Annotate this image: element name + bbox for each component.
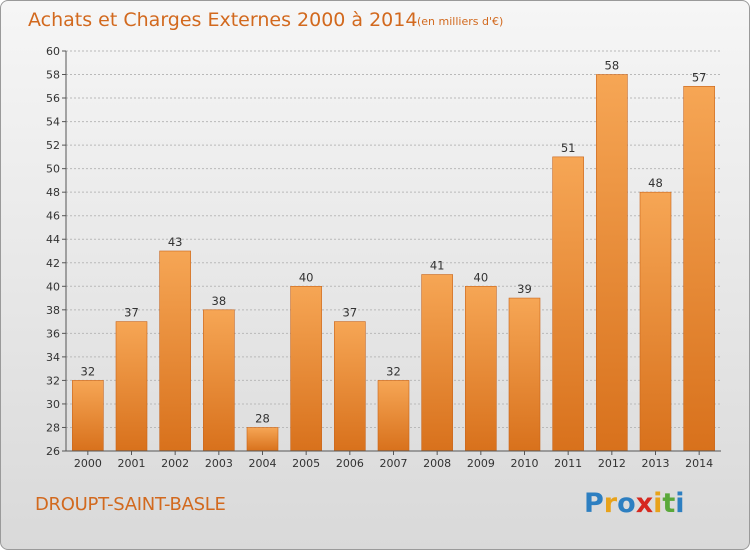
data-label: 28 (255, 411, 270, 425)
logo-letter: r (603, 488, 618, 519)
y-tick-label: 40 (46, 280, 60, 293)
x-tick-label: 2010 (511, 457, 539, 470)
x-tick-label: 2002 (161, 457, 189, 470)
y-tick-label: 32 (46, 374, 60, 387)
bar-2011 (552, 156, 584, 452)
y-tick-label: 58 (46, 69, 60, 82)
logo-letter: i (675, 488, 685, 519)
y-tick-label: 38 (46, 304, 60, 317)
bar-2004 (246, 427, 279, 452)
y-tick-label: 34 (46, 351, 60, 364)
data-label: 40 (299, 270, 314, 284)
y-tick-label: 30 (46, 398, 60, 411)
x-tick-label: 2007 (380, 457, 408, 470)
data-label: 38 (212, 294, 227, 308)
bar-2008 (421, 274, 453, 452)
bar-2010 (508, 297, 541, 452)
data-label: 40 (474, 270, 489, 284)
logo-letter: x (635, 488, 654, 519)
chart-title: Achats et Charges Externes 2000 à 2014 (28, 9, 418, 31)
y-tick-label: 44 (46, 233, 60, 246)
data-label: 43 (168, 235, 183, 249)
proxiti-logo: Proxiti (584, 488, 685, 519)
data-label: 32 (81, 364, 96, 378)
data-label: 37 (343, 306, 358, 320)
x-tick-label: 2009 (467, 457, 495, 470)
logo-letter: t (662, 488, 676, 519)
logo-letter: P (584, 488, 604, 519)
data-label: 32 (386, 364, 401, 378)
logo-letter: o (617, 488, 636, 519)
data-label: 37 (124, 306, 139, 320)
y-tick-label: 56 (46, 92, 60, 105)
data-label: 39 (517, 282, 532, 296)
y-tick-label: 42 (46, 257, 60, 270)
x-tick-label: 2013 (642, 457, 670, 470)
bar-2007 (377, 380, 410, 452)
y-tick-label: 48 (46, 186, 60, 199)
y-tick-label: 60 (46, 45, 60, 58)
y-tick-label: 46 (46, 210, 60, 223)
data-label: 58 (605, 59, 620, 73)
x-tick-label: 2005 (292, 457, 320, 470)
y-tick-label: 54 (46, 116, 60, 129)
y-tick-label: 36 (46, 327, 60, 340)
y-tick-label: 52 (46, 139, 60, 152)
data-label: 41 (430, 259, 445, 273)
bar-2000 (72, 380, 104, 452)
data-label: 48 (648, 176, 663, 190)
bar-2009 (465, 285, 497, 452)
y-tick-label: 50 (46, 163, 60, 176)
bar-2013 (639, 191, 672, 452)
logo-letter: i (653, 488, 663, 519)
bar-2006 (334, 321, 366, 452)
bar-2014 (683, 85, 715, 452)
bar-2001 (115, 321, 148, 452)
x-tick-label: 2006 (336, 457, 364, 470)
y-tick-label: 26 (46, 445, 60, 458)
y-tick-label: 28 (46, 421, 60, 434)
x-tick-label: 2003 (205, 457, 233, 470)
chart-subtitle: (en milliers d'€) (417, 15, 504, 28)
data-label: 57 (692, 70, 707, 84)
bar-2002 (159, 250, 191, 452)
x-tick-label: 2014 (685, 457, 713, 470)
bar-2003 (203, 309, 235, 452)
bar-2005 (290, 285, 322, 452)
bar-2012 (596, 74, 628, 452)
commune-name: DROUPT-SAINT-BASLE (35, 494, 226, 515)
x-tick-label: 2000 (74, 457, 102, 470)
x-tick-label: 2011 (554, 457, 582, 470)
x-tick-label: 2001 (118, 457, 146, 470)
x-tick-label: 2012 (598, 457, 626, 470)
x-tick-label: 2008 (423, 457, 451, 470)
x-tick-label: 2004 (249, 457, 277, 470)
data-label: 51 (561, 141, 576, 155)
